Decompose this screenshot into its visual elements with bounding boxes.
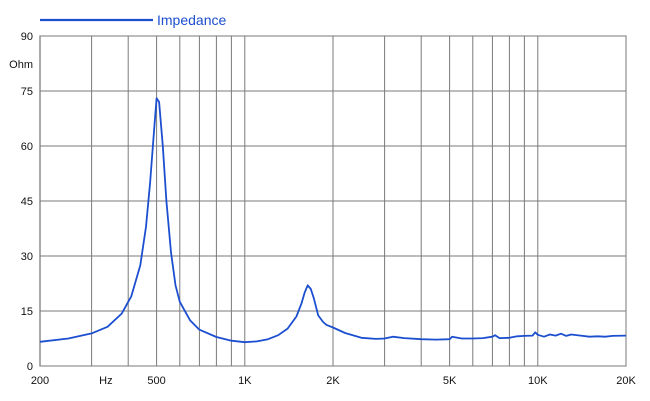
x-axis-label: Hz — [99, 375, 112, 387]
x-tick-label: 5K — [443, 375, 457, 387]
y-axis-label: Ohm — [9, 59, 33, 71]
x-tick-label: 20K — [616, 375, 636, 387]
x-tick-label: 500 — [147, 375, 165, 387]
y-tick-label: 90 — [21, 31, 33, 43]
y-tick-label: 75 — [21, 86, 33, 98]
gridlines — [40, 35, 627, 367]
x-tick-label: 200 — [31, 375, 49, 387]
y-tick-label: 45 — [21, 196, 33, 208]
series-line-impedance — [39, 97, 627, 344]
y-tick-label: 0 — [27, 361, 33, 373]
x-tick-label: 1K — [238, 375, 252, 387]
y-tick-label: 30 — [21, 251, 33, 263]
x-tick-label: 10K — [528, 375, 548, 387]
axis-labels: 0 15 30 45 60 75 90 Ohm 200 500 1K 2K 5K 10K 20K Hz — [9, 31, 636, 387]
series-layer — [39, 97, 627, 344]
legend: Impedance — [40, 12, 226, 28]
y-tick-label: 15 — [21, 306, 33, 318]
x-tick-label: 2K — [326, 375, 340, 387]
y-tick-label: 60 — [21, 141, 33, 153]
legend-label-impedance: Impedance — [157, 12, 226, 28]
